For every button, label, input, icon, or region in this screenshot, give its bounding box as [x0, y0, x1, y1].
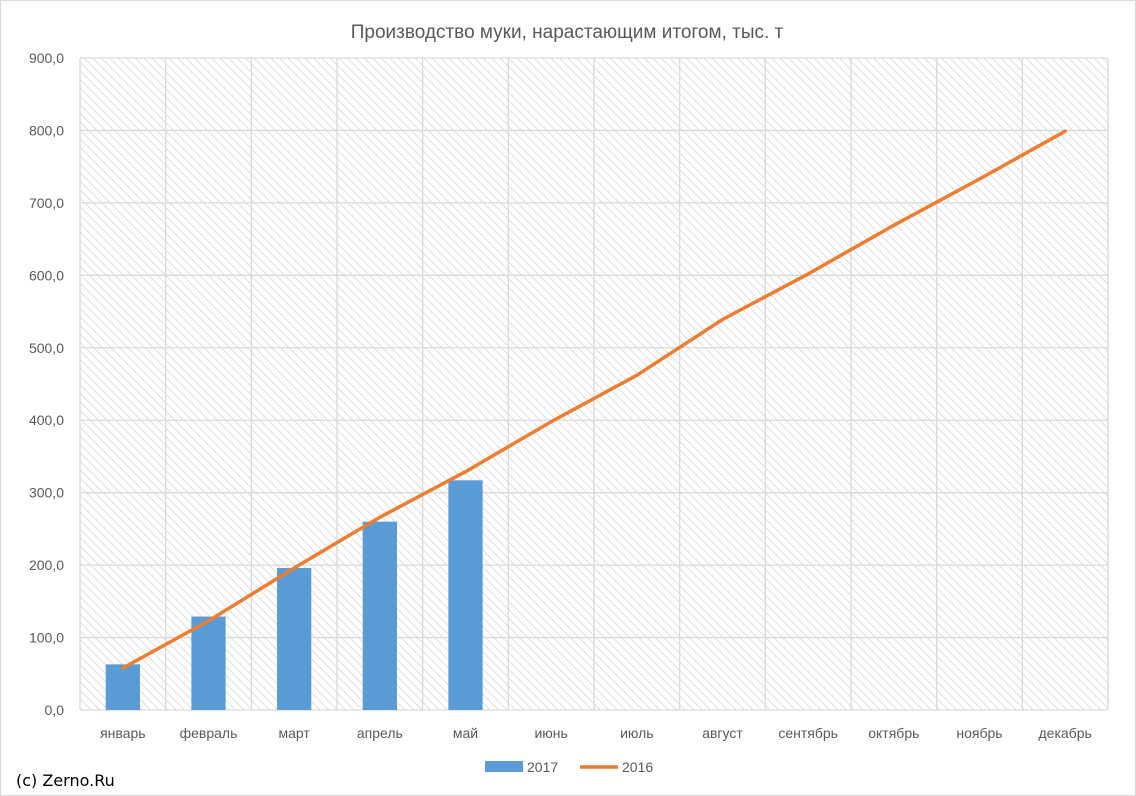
x-tick-label: сентябрь: [778, 725, 838, 741]
x-axis: январь февраль март апрель май июнь июль август…: [100, 725, 1092, 741]
x-tick-label: декабрь: [1039, 725, 1092, 741]
y-tick-label: 500,0: [29, 340, 64, 356]
legend: 2017 2016: [485, 759, 653, 775]
y-tick-label: 300,0: [29, 485, 64, 501]
x-tick-label: октябрь: [868, 725, 919, 741]
line-2016: [121, 129, 1067, 670]
x-tick-label: август: [702, 725, 743, 741]
y-tick-label: 800,0: [29, 122, 64, 138]
legend-label-2017: 2017: [527, 759, 558, 775]
bar-2017-1: [105, 664, 140, 710]
y-tick-label: 0,0: [45, 702, 65, 718]
y-tick-label: 200,0: [29, 557, 64, 573]
x-tick-label: ноябрь: [956, 725, 1002, 741]
bar-2017-5: [448, 480, 483, 710]
y-axis: 0,0 100,0 200,0 300,0 400,0 500,0 600,0 700,0 80…: [29, 50, 64, 718]
legend-swatch-2017: [485, 761, 523, 772]
x-tick-label: апрель: [357, 725, 403, 741]
x-tick-label: июнь: [534, 725, 567, 741]
gridlines: [79, 57, 1109, 711]
x-tick-label: февраль: [180, 725, 238, 741]
x-tick-label: март: [279, 725, 311, 741]
source-note: (c) Zerno.Ru: [16, 771, 115, 790]
bar-2017-4: [362, 521, 397, 710]
bar-2017-2: [191, 616, 226, 710]
x-tick-label: май: [453, 725, 478, 741]
y-tick-label: 900,0: [29, 50, 64, 66]
chart-title: Производство муки, нарастающим итогом, т…: [351, 22, 784, 43]
y-tick-label: 600,0: [29, 267, 64, 283]
y-tick-label: 100,0: [29, 630, 64, 646]
x-tick-label: июль: [620, 725, 653, 741]
legend-label-2016: 2016: [622, 759, 653, 775]
y-tick-label: 400,0: [29, 412, 64, 428]
line-series-2016: [121, 129, 1067, 670]
x-tick-label: январь: [100, 725, 145, 741]
bar-2017-3: [277, 568, 312, 710]
y-tick-label: 700,0: [29, 195, 64, 211]
bar-series-2017: [105, 480, 483, 710]
